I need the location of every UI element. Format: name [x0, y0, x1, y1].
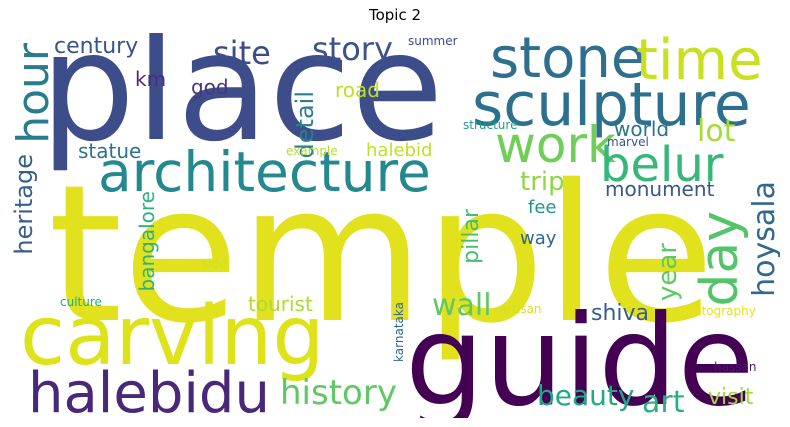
- word-work: work: [495, 116, 616, 174]
- word-site: site: [213, 34, 271, 72]
- word-place: place: [40, 33, 444, 175]
- word-art: art: [642, 385, 685, 418]
- word-time: time: [636, 33, 763, 93]
- word-hour: hour: [10, 43, 59, 144]
- word-cloud: temple place guide carving sculpture architec…: [10, 33, 780, 418]
- word-hassan: hassan: [714, 360, 757, 374]
- word-artisan: artisan: [500, 302, 542, 316]
- word-belur: belur: [600, 137, 724, 193]
- word-lot: lot: [697, 114, 736, 149]
- word-karnataka: karnataka: [392, 302, 406, 362]
- word-story: story: [312, 33, 393, 68]
- word-architecture: architecture: [98, 140, 431, 204]
- word-heritage: heritage: [10, 154, 38, 255]
- word-visit: visit: [708, 385, 754, 410]
- word-history: history: [280, 373, 397, 413]
- word-side: side: [202, 257, 227, 271]
- word-statue: statue: [78, 139, 142, 163]
- word-road: road: [335, 78, 380, 102]
- word-temple: temple: [48, 144, 715, 365]
- word-example: example: [286, 144, 338, 158]
- word-tourist: tourist: [248, 292, 313, 316]
- word-year: year: [653, 243, 683, 302]
- word-km: km: [135, 67, 167, 91]
- word-halebid: halebid: [366, 140, 433, 161]
- word-structure: structure: [463, 118, 518, 132]
- word-monument: monument: [605, 177, 715, 201]
- word-pillar: pillar: [459, 209, 484, 264]
- word-day: day: [690, 211, 750, 307]
- word-bangalore: bangalore: [135, 191, 159, 292]
- word-sculpture: sculpture: [472, 70, 751, 140]
- word-culture: culture: [60, 295, 102, 309]
- word-fee: fee: [528, 197, 557, 218]
- word-century: century: [54, 34, 139, 59]
- word-halebidu: halebidu: [28, 361, 270, 419]
- word-hoysala: hoysala: [747, 181, 780, 297]
- word-shiva: shiva: [591, 301, 650, 326]
- word-beauty: beauty: [537, 379, 635, 412]
- word-photography: photography: [679, 304, 756, 318]
- word-summer: summer: [408, 34, 458, 48]
- word-trip: trip: [520, 167, 565, 197]
- figure-title: Topic 2: [368, 6, 422, 24]
- word-carving: carving: [20, 289, 325, 384]
- word-god: god: [191, 75, 229, 99]
- word-marvel: marvel: [607, 135, 649, 149]
- word-way: way: [520, 228, 557, 249]
- word-stone: stone: [490, 33, 646, 91]
- word-wall: wall: [432, 288, 492, 323]
- word-world: world: [614, 117, 670, 141]
- word-guide: guide: [405, 289, 755, 418]
